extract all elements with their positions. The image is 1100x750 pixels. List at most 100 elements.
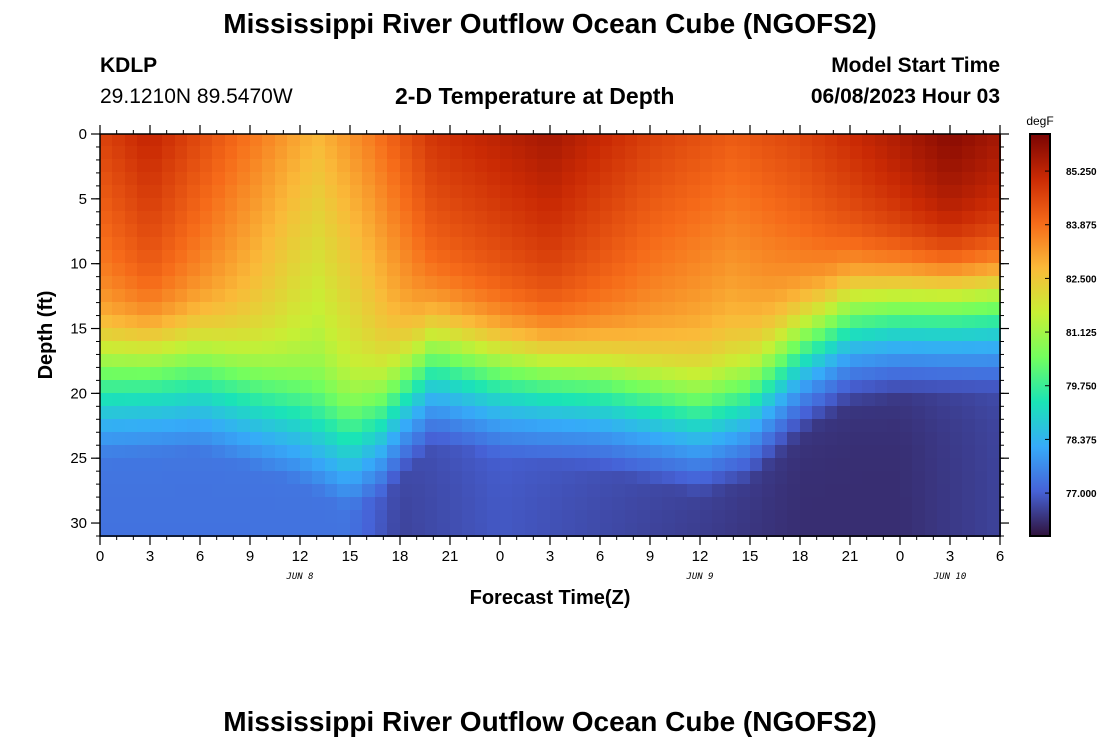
heatmap-cell [950,380,964,395]
heatmap-cell [637,367,651,382]
heatmap-cell [187,419,201,434]
heatmap-cell [537,523,551,537]
heatmap-cell [625,432,639,447]
footer-title: Mississippi River Outflow Ocean Cube (NG… [223,706,877,737]
heatmap-cell [500,393,514,408]
heatmap-cell [350,224,364,239]
heatmap-cell [900,302,914,317]
x-tick-label: 6 [196,548,204,565]
heatmap-cell [862,354,876,369]
heatmap-cell [437,172,451,187]
heatmap-cell [675,211,689,226]
heatmap-cell [487,328,501,343]
heatmap-cell [512,523,526,537]
heatmap-cell [675,237,689,252]
heatmap-cell [912,328,926,343]
heatmap-cell [800,211,814,226]
heatmap-cell [537,458,551,473]
heatmap-cell [500,198,514,213]
heatmap-cell [125,393,139,408]
heatmap-cell [437,146,451,161]
heatmap-cell [575,510,589,525]
heatmap-cell [725,146,739,161]
heatmap-cell [737,263,751,278]
heatmap-cell [912,315,926,330]
heatmap-cell [687,250,701,265]
heatmap-cell [962,302,976,317]
heatmap-cell [637,445,651,460]
plot-subtitle: 2-D Temperature at Depth [395,83,675,109]
heatmap-cell [887,432,901,447]
heatmap-cell [975,510,989,525]
heatmap-cell [962,328,976,343]
heatmap-cell [950,354,964,369]
heatmap-cell [850,134,864,148]
heatmap-cell [612,523,626,537]
heatmap-cell [650,354,664,369]
heatmap-cell [337,419,351,434]
heatmap-cell [487,393,501,408]
heatmap-cell [150,419,164,434]
heatmap-cell [262,367,276,382]
heatmap-cell [150,458,164,473]
heatmap-cell [487,276,501,291]
heatmap-cell [937,445,951,460]
heatmap-cell [600,341,614,356]
heatmap-cell [650,380,664,395]
heatmap-cell [925,211,939,226]
heatmap-cell [312,497,326,512]
heatmap-cell [375,406,389,421]
heatmap-cell [412,263,426,278]
heatmap-cell [350,458,364,473]
heatmap-cell [262,497,276,512]
heatmap-cell [250,237,264,252]
heatmap-cell [525,146,539,161]
heatmap-cell [825,497,839,512]
heatmap-cell [150,302,164,317]
heatmap-cell [750,185,764,200]
heatmap-cell [375,263,389,278]
heatmap-cell [775,172,789,187]
heatmap-cell [575,211,589,226]
heatmap-cell [537,484,551,499]
heatmap-cell [587,393,601,408]
heatmap-cell [937,367,951,382]
model-start-label: Model Start Time [831,54,1000,77]
heatmap-cell [800,315,814,330]
y-tick-label: 0 [79,126,87,143]
heatmap-cell [925,315,939,330]
heatmap-cell [412,250,426,265]
heatmap-cell [650,406,664,421]
heatmap-cell [237,159,251,174]
heatmap-cell [362,328,376,343]
heatmap-cell [387,523,401,537]
heatmap-cell [837,523,851,537]
heatmap-cell [625,419,639,434]
heatmap-cell [250,406,264,421]
heatmap-cell [687,172,701,187]
heatmap-cell [175,198,189,213]
heatmap-cell [337,471,351,486]
heatmap-cell [900,523,914,537]
heatmap-cell [850,159,864,174]
heatmap-cell [300,432,314,447]
heatmap-cell [137,458,151,473]
heatmap-cell [500,237,514,252]
heatmap-cell [687,146,701,161]
heatmap-cell [275,458,289,473]
heatmap-cell [837,484,851,499]
heatmap-cell [662,315,676,330]
heatmap-cell [950,263,964,278]
heatmap-cell [800,354,814,369]
heatmap-cell [225,497,239,512]
heatmap-cell [350,471,364,486]
heatmap-cell [337,289,351,304]
heatmap-cell [325,458,339,473]
heatmap-cell [775,276,789,291]
heatmap-cell [412,497,426,512]
heatmap-cell [337,328,351,343]
heatmap-cell [662,523,676,537]
heatmap-cell [212,510,226,525]
heatmap-cell [837,497,851,512]
heatmap-cell [162,432,176,447]
